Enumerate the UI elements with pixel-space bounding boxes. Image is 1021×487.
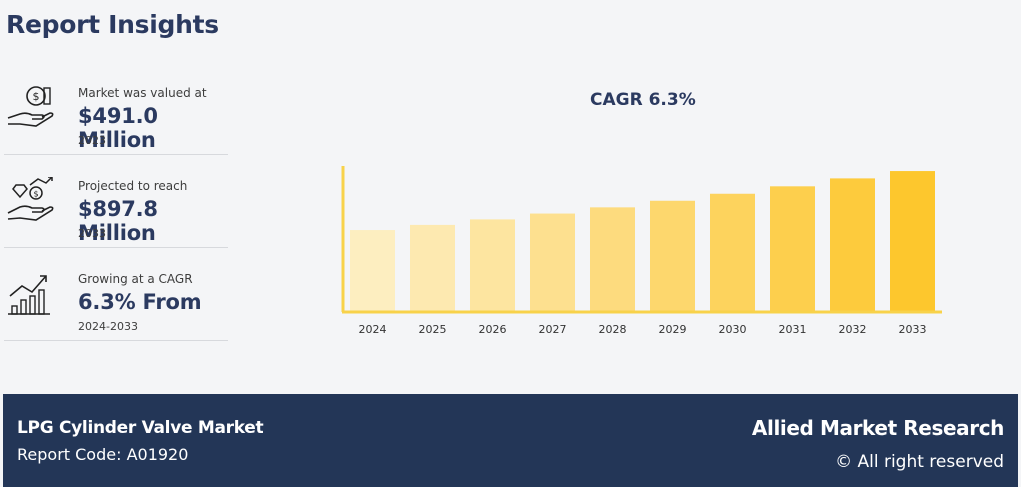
bar-2031 (770, 186, 815, 312)
report-code: Report Code: A01920 (17, 445, 189, 464)
brand-name: Allied Market Research (751, 416, 1004, 440)
x-tick-label: 2025 (419, 323, 447, 336)
x-tick-label: 2030 (719, 323, 747, 336)
bar-2028 (590, 207, 635, 312)
bar-2030 (710, 193, 755, 312)
footer: LPG Cylinder Valve Market Report Code: A… (3, 394, 1018, 487)
bar-2027 (530, 213, 575, 312)
bar-2026 (470, 219, 515, 312)
stat-year: 2023 (78, 134, 106, 147)
bar-2033 (890, 171, 935, 312)
diamond-growth-icon: $ (7, 177, 54, 221)
bar-2032 (830, 178, 875, 312)
svg-text:$: $ (33, 190, 38, 199)
stat-projected-value: $ Projected to reach $897.8 Million 2033 (4, 155, 228, 248)
stat-label: Market was valued at (78, 86, 207, 100)
market-name: LPG Cylinder Valve Market (17, 418, 264, 438)
x-tick-label: 2026 (479, 323, 507, 336)
copyright: © All right reserved (835, 452, 1004, 472)
chart-area: CAGR 6.3% 2024 2025 2026 2027 2028 2029 2030 20… (248, 62, 1014, 396)
stat-label: Projected to reach (78, 179, 188, 193)
stat-label: Growing at a CAGR (78, 272, 193, 286)
stat-value: $897.8 Million (78, 197, 158, 245)
bar-growth-icon (8, 275, 50, 315)
money-hand-icon: $ (7, 86, 54, 127)
svg-text:$: $ (33, 90, 40, 103)
x-tick-label: 2031 (779, 323, 807, 336)
page-title: Report Insights (6, 10, 219, 39)
stat-cagr: Growing at a CAGR 6.3% From 2024-2033 (4, 248, 228, 341)
x-tick-label: 2028 (599, 323, 627, 336)
bar-2025 (410, 224, 455, 312)
stat-value: $491.0 Million (78, 104, 158, 152)
bar-chart: 2024 2025 2026 2027 2028 2029 2030 2031 2032 2033 (341, 166, 942, 336)
stat-value: 6.3% From (78, 290, 202, 314)
x-tick-label: 2027 (539, 323, 567, 336)
chart-title: CAGR 6.3% (590, 90, 696, 110)
bar-2029 (650, 200, 695, 312)
x-tick-label: 2033 (899, 323, 927, 336)
x-tick-label: 2032 (839, 323, 867, 336)
stat-year: 2033 (78, 227, 106, 240)
stat-market-value: $ Market was valued at $491.0 Million 20… (4, 62, 228, 155)
stat-year: 2024-2033 (78, 320, 138, 333)
x-tick-label: 2029 (659, 323, 687, 336)
bar-2024 (350, 230, 395, 312)
x-tick-label: 2024 (359, 323, 387, 336)
stats-panel: $ Market was valued at $491.0 Million 20… (0, 62, 248, 396)
